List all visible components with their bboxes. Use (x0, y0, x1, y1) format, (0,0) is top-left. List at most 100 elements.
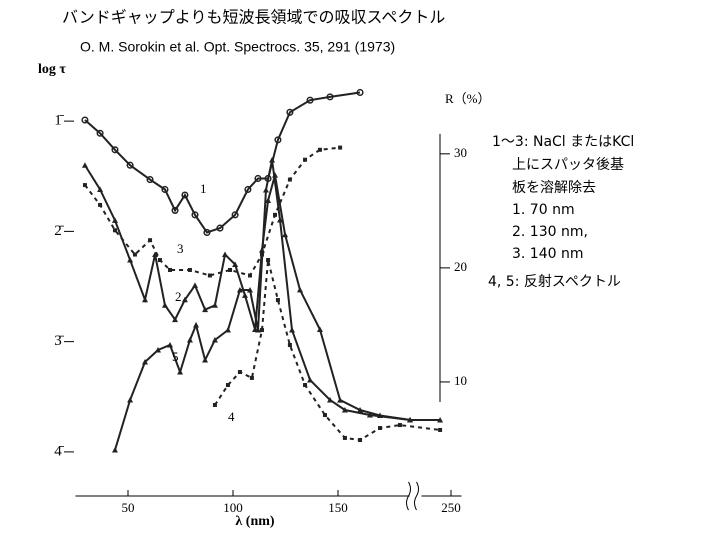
data-point (161, 185, 169, 194)
data-point (181, 191, 189, 199)
data-point (322, 413, 327, 418)
data-point (111, 146, 119, 154)
y-tick-label: 1̄ (54, 113, 65, 129)
data-point (378, 426, 382, 431)
axis-break (406, 481, 419, 511)
data-point (228, 267, 233, 272)
data-point (259, 328, 264, 333)
data-point (341, 407, 348, 413)
data-point (437, 417, 444, 423)
annotation: 上にスパッタ後基 (512, 156, 624, 173)
data-point (191, 211, 199, 219)
data-point (306, 96, 314, 104)
data-point (212, 402, 217, 407)
data-point (211, 302, 218, 308)
data-point (186, 336, 193, 343)
data-point (282, 231, 289, 238)
data-point (81, 116, 89, 124)
data-point (132, 252, 137, 257)
y-axis-label: log τ (38, 62, 66, 77)
data-point (202, 357, 209, 363)
data-point (211, 336, 218, 343)
data-point (241, 292, 248, 298)
data-point (316, 326, 323, 333)
data-point (207, 273, 212, 278)
data-point (96, 129, 104, 137)
data-point (286, 108, 294, 116)
data-point (317, 147, 322, 152)
data-point (262, 186, 269, 193)
y2-axis-label: R（%） (445, 91, 491, 106)
data-point (152, 251, 159, 258)
data-point (244, 185, 252, 194)
data-point (254, 327, 261, 333)
data-point (232, 261, 239, 267)
data-line (84, 164, 411, 421)
chart-subtitle: O. M. Sorokin et al. Opt. Spectrocs. 35,… (80, 39, 395, 55)
data-point (303, 383, 308, 388)
data-line (214, 259, 441, 442)
data-point (254, 174, 262, 183)
data-point (191, 282, 198, 288)
y-tick-label: 4̄ (54, 443, 65, 459)
chart-title: バンドギャップよりも短波長領域での吸収スペクトル (62, 8, 445, 27)
annotation: 板を溶解除去 (512, 180, 596, 196)
data-point (127, 257, 134, 263)
y2-tick-label: 20 (454, 259, 467, 274)
data-point (326, 93, 334, 101)
data-point (303, 157, 308, 162)
annotation: 2. 130 nm, (512, 224, 588, 240)
data-point (142, 358, 149, 365)
series-label: 1 (200, 181, 207, 196)
data-point (327, 396, 334, 403)
x-tick-label: 100 (223, 500, 243, 515)
data-point (111, 447, 118, 453)
data-point (224, 327, 231, 333)
data-point (357, 407, 364, 413)
data-point (222, 251, 229, 258)
data-point (407, 417, 414, 423)
x-tick-label: 150 (328, 500, 348, 515)
annotation: 4, 5: 反射スペクトル (488, 274, 621, 290)
data-point (338, 145, 343, 150)
data-point (161, 302, 168, 308)
data-point (167, 341, 173, 348)
y-tick-label: 2̄ (54, 223, 65, 239)
y-tick-label: 3̄ (54, 333, 65, 349)
data-line (84, 91, 361, 234)
data-point (111, 217, 118, 223)
data-point (181, 296, 188, 303)
data-point (269, 156, 276, 163)
data-point (249, 375, 254, 380)
data-point (98, 202, 103, 207)
data-point (289, 327, 296, 333)
data-point (266, 258, 271, 263)
data-point (97, 186, 104, 192)
data-line (84, 146, 341, 277)
data-point (287, 342, 292, 347)
series-label: 3 (177, 241, 184, 256)
data-point (142, 296, 149, 303)
data-point (236, 287, 243, 293)
data-point (265, 197, 272, 204)
data-point (177, 369, 184, 375)
data-point (231, 211, 239, 219)
annotation: 1. 70 nm (512, 202, 575, 218)
data-point (307, 377, 314, 383)
data-point (274, 136, 282, 144)
data-point (126, 161, 134, 169)
data-point (155, 347, 162, 353)
data-point (146, 176, 154, 184)
data-point (438, 427, 443, 432)
data-point (216, 224, 224, 232)
data-point (247, 287, 254, 293)
series-label: 5 (172, 349, 179, 364)
data-point (203, 228, 211, 237)
data-point (237, 370, 242, 375)
series-label: 4 (228, 409, 235, 424)
data-point (171, 206, 179, 214)
y2-tick-label: 30 (454, 145, 467, 160)
x-tick-label: 250 (441, 500, 461, 515)
data-point (202, 306, 209, 313)
